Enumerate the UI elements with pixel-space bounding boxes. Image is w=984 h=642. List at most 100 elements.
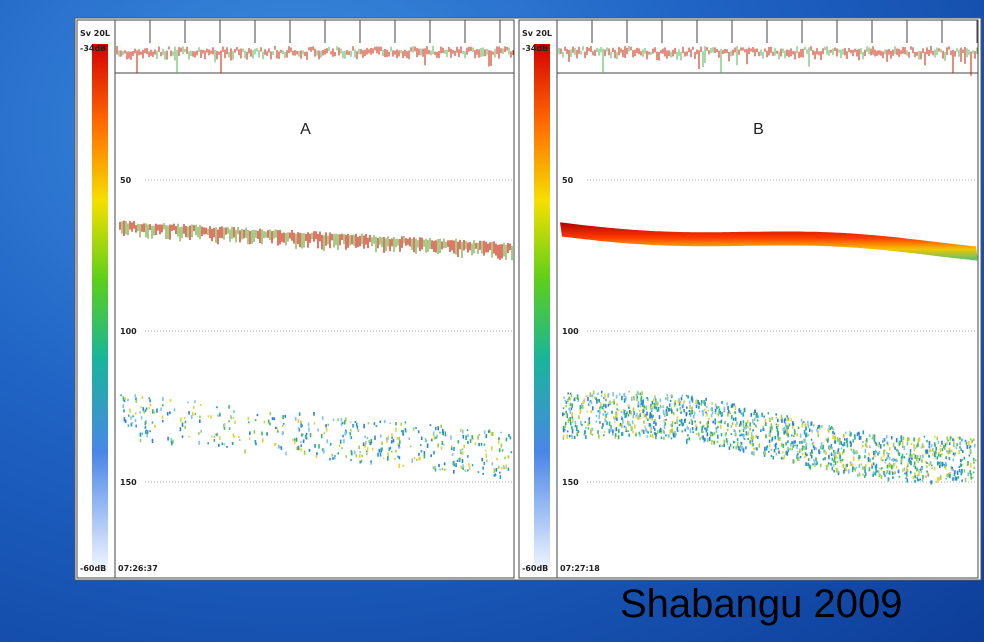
scatter-echo (827, 428, 829, 432)
scatter-echo (592, 390, 595, 395)
scatter-echo (797, 453, 799, 456)
scatter-echo (127, 398, 129, 402)
scatter-echo (132, 415, 134, 418)
scatter-echo (718, 421, 720, 424)
scatter-echo (821, 425, 823, 428)
scatter-echo (845, 431, 847, 434)
scatter-echo (941, 440, 943, 445)
scatter-echo (852, 456, 855, 461)
scatter-echo (639, 413, 641, 418)
scatter-echo (763, 453, 766, 457)
scatter-echo (322, 448, 325, 452)
scatter-echo (131, 422, 133, 425)
scatter-echo (843, 442, 846, 447)
scatter-echo (294, 416, 297, 421)
scatter-echo (585, 395, 588, 397)
scatter-echo (592, 406, 594, 411)
scatter-echo (762, 428, 765, 432)
scatter-echo (866, 438, 868, 443)
scatter-echo (794, 444, 796, 447)
scatter-echo (680, 411, 682, 414)
scatter-echo (750, 436, 753, 441)
scatter-echo (708, 437, 711, 442)
scatter-echo (273, 417, 276, 421)
scatter-echo (945, 456, 947, 460)
scatter-echo (695, 404, 698, 409)
scatter-echo (595, 420, 598, 423)
scatter-echo (734, 405, 737, 411)
scatter-echo (482, 472, 484, 475)
scatter-echo (753, 451, 755, 456)
scatter-echo (669, 408, 671, 411)
scatter-echo (141, 432, 143, 436)
scatter-echo (398, 444, 400, 449)
scatter-echo (747, 425, 749, 429)
scatter-echo (350, 450, 353, 455)
scatter-echo (608, 421, 611, 426)
scatter-echo (852, 439, 854, 443)
scatter-echo (379, 420, 382, 423)
scatter-echo (656, 430, 659, 435)
scatter-echo (839, 454, 841, 460)
scatter-echo (701, 429, 703, 433)
scatter-echo (621, 423, 623, 427)
scatter-echo (151, 409, 154, 414)
scatter-echo (780, 414, 783, 420)
scatter-echo (742, 429, 745, 433)
scatter-echo (832, 431, 834, 434)
scatter-echo (709, 434, 712, 437)
scatter-echo (840, 461, 842, 464)
scatter-echo (360, 459, 363, 462)
scatter-echo (946, 450, 948, 453)
scatter-echo (646, 397, 648, 400)
scatter-echo (614, 421, 616, 424)
scatter-echo (710, 413, 713, 418)
scatter-echo (568, 434, 571, 438)
scatter-echo (717, 421, 720, 423)
scatter-echo (654, 400, 657, 405)
scatter-echo (645, 416, 648, 419)
scatter-echo (576, 425, 578, 430)
scatter-echo (456, 459, 459, 462)
scatter-echo (577, 430, 580, 434)
scatter-echo (807, 458, 810, 462)
scatter-echo (877, 443, 880, 447)
scatter-echo (888, 462, 891, 467)
scatter-echo (765, 446, 768, 451)
scatter-echo (855, 466, 858, 469)
scatter-echo (712, 420, 714, 424)
scatter-echo (375, 425, 378, 427)
scatter-echo (665, 418, 667, 421)
scatter-echo (961, 468, 963, 474)
scatter-echo (801, 440, 803, 444)
scatter-echo (705, 428, 708, 433)
scatter-echo (909, 460, 912, 465)
scatter-echo (466, 429, 469, 432)
scatter-echo (314, 443, 316, 448)
scatter-echo (667, 434, 670, 437)
scatter-echo (670, 394, 673, 397)
scatter-echo (621, 432, 623, 436)
depth-label: 150 (562, 478, 579, 487)
scatter-echo (707, 420, 709, 425)
scatter-echo (391, 433, 393, 436)
scatter-echo (366, 452, 368, 456)
scatter-echo (923, 435, 926, 438)
scatter-echo (765, 434, 767, 439)
scatter-echo (130, 416, 132, 420)
scatter-echo (151, 421, 154, 424)
scatter-echo (590, 410, 592, 414)
scatter-echo (714, 411, 717, 415)
depth-label: 150 (120, 478, 137, 487)
scatter-echo (871, 463, 873, 467)
scatter-echo (926, 449, 929, 454)
scatter-echo (869, 458, 871, 463)
scatter-echo (868, 434, 871, 436)
scatter-echo (652, 398, 655, 402)
scatter-echo (893, 463, 895, 467)
scatter-echo (682, 403, 685, 408)
scatter-echo (827, 437, 829, 441)
scatter-echo (946, 436, 948, 440)
scatter-echo (645, 405, 647, 409)
scatter-echo (635, 433, 637, 436)
